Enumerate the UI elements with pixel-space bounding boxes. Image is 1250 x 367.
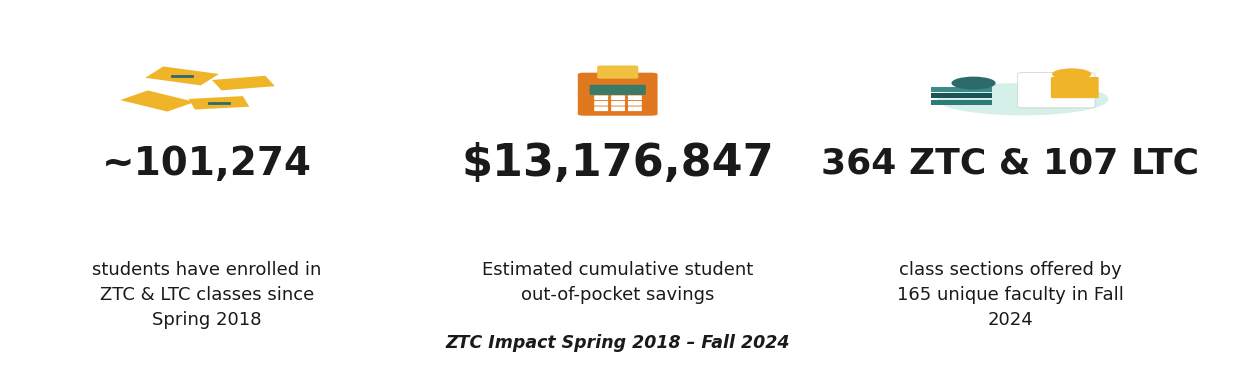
FancyBboxPatch shape (120, 90, 195, 112)
FancyBboxPatch shape (1017, 73, 1095, 108)
FancyBboxPatch shape (594, 101, 608, 106)
Text: $13,176,847: $13,176,847 (461, 142, 774, 185)
Text: ~101,274: ~101,274 (101, 145, 311, 183)
FancyBboxPatch shape (611, 101, 625, 106)
FancyBboxPatch shape (930, 87, 992, 92)
FancyBboxPatch shape (594, 106, 608, 111)
FancyBboxPatch shape (628, 95, 641, 100)
FancyBboxPatch shape (578, 73, 658, 116)
FancyBboxPatch shape (628, 106, 641, 111)
FancyBboxPatch shape (611, 95, 625, 100)
FancyBboxPatch shape (598, 65, 639, 79)
Text: students have enrolled in
ZTC & LTC classes since
Spring 2018: students have enrolled in ZTC & LTC clas… (92, 261, 321, 328)
FancyBboxPatch shape (145, 66, 219, 86)
FancyBboxPatch shape (930, 93, 992, 98)
Ellipse shape (936, 83, 1109, 115)
FancyBboxPatch shape (189, 96, 249, 109)
FancyBboxPatch shape (611, 106, 625, 111)
FancyBboxPatch shape (594, 95, 608, 100)
Text: Estimated cumulative student
out-of-pocket savings: Estimated cumulative student out-of-pock… (482, 261, 754, 304)
FancyBboxPatch shape (628, 101, 641, 106)
Circle shape (1052, 68, 1091, 80)
Circle shape (951, 77, 995, 90)
Text: class sections offered by
165 unique faculty in Fall
2024: class sections offered by 165 unique fac… (898, 261, 1124, 328)
Text: 364 ZTC & 107 LTC: 364 ZTC & 107 LTC (821, 147, 1199, 181)
FancyBboxPatch shape (590, 85, 646, 95)
FancyBboxPatch shape (1051, 77, 1099, 98)
FancyBboxPatch shape (930, 99, 992, 105)
Text: ZTC Impact Spring 2018 – Fall 2024: ZTC Impact Spring 2018 – Fall 2024 (445, 334, 790, 352)
FancyBboxPatch shape (213, 76, 275, 90)
